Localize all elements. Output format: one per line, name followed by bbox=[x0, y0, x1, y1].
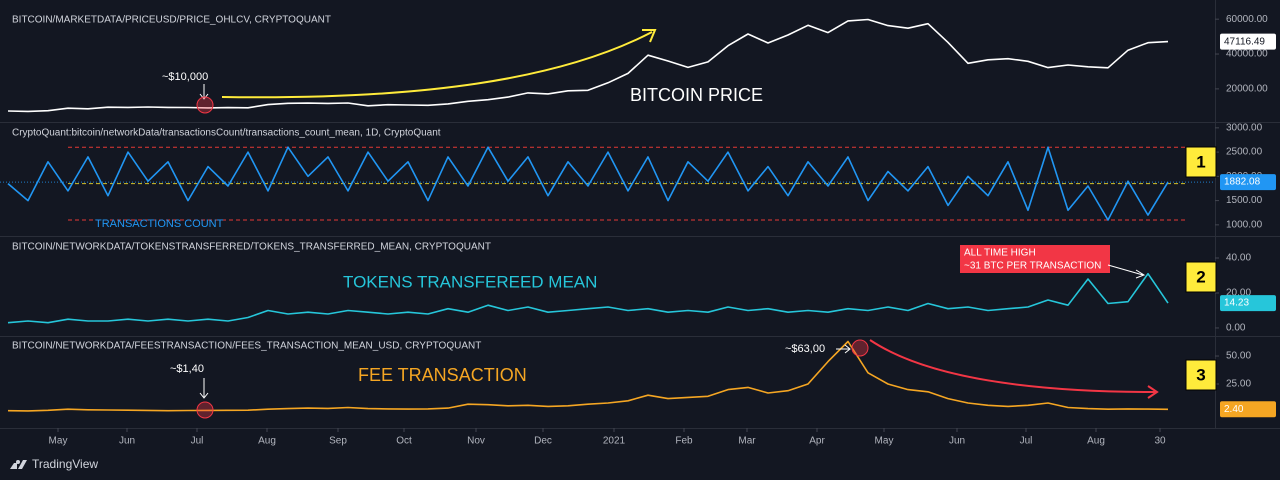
x-tick-label: May bbox=[875, 436, 894, 447]
marker-circle bbox=[196, 96, 214, 114]
annotation: ~$1,40 bbox=[170, 363, 204, 375]
series-line bbox=[7, 18, 1169, 113]
series-line bbox=[7, 340, 1169, 412]
pane-title: BITCOIN/MARKETDATA/PRICEUSD/PRICE_OHLCV,… bbox=[12, 15, 331, 26]
pane: 20000.00 40000.00 60000.00 47116.49 BITCOIN/… bbox=[7, 14, 1276, 113]
x-tick-label: Mar bbox=[738, 436, 756, 447]
y-tick-label: 40.00 bbox=[1226, 253, 1251, 264]
y-tick-label: 2500.00 bbox=[1226, 147, 1263, 158]
annotation: BITCOIN PRICE bbox=[630, 85, 763, 105]
pane-title: BITCOIN/NETWORKDATA/TOKENSTRANSFERRED/TO… bbox=[12, 242, 491, 253]
x-tick-label: Oct bbox=[396, 436, 412, 447]
y-tick-label: 1500.00 bbox=[1226, 195, 1263, 206]
annotation: TOKENS TRANSFEREED MEAN bbox=[343, 272, 597, 291]
marker-circle bbox=[196, 401, 214, 419]
annotation: ~$10,000 bbox=[162, 71, 208, 83]
y-tick-label: 3000.00 bbox=[1226, 122, 1263, 133]
annotation: ~31 BTC PER TRANSACTION bbox=[964, 261, 1101, 272]
current-value-tag bbox=[1220, 401, 1276, 418]
x-tick-label: Aug bbox=[258, 436, 276, 447]
y-tick-label: 20.00 bbox=[1226, 288, 1251, 299]
tradingview-logo: TradingView bbox=[10, 457, 98, 471]
white-arrow bbox=[1107, 264, 1146, 279]
x-tick-label: Jul bbox=[1020, 436, 1033, 447]
x-tick-label: Jun bbox=[949, 436, 965, 447]
marker-circle bbox=[851, 339, 869, 357]
current-value-label: 2.40 bbox=[1224, 404, 1244, 415]
x-tick-label: Sep bbox=[329, 436, 347, 447]
y-tick-label: 50.00 bbox=[1226, 351, 1251, 362]
x-tick-label: 30 bbox=[1154, 436, 1166, 447]
yellow-arrow bbox=[221, 31, 653, 99]
series-line bbox=[7, 272, 1169, 324]
y-tick-label: 0.00 bbox=[1226, 323, 1246, 334]
white-arrow bbox=[199, 378, 209, 399]
x-tick-label: Apr bbox=[809, 436, 825, 447]
series-line bbox=[7, 146, 1169, 221]
white-arrow bbox=[836, 344, 851, 354]
logo-icon bbox=[10, 460, 27, 469]
x-tick-label: Jul bbox=[191, 436, 204, 447]
badge-box bbox=[1185, 261, 1217, 293]
y-tick-label: 40000.00 bbox=[1226, 49, 1268, 60]
y-tick-label: 1000.00 bbox=[1226, 219, 1263, 230]
badge-label: 2 bbox=[1196, 267, 1205, 286]
x-tick-label: Nov bbox=[467, 436, 485, 447]
red-arrow bbox=[869, 339, 1156, 393]
footer-brand: TradingView bbox=[32, 457, 98, 471]
pane-title: BITCOIN/NETWORKDATA/FEESTRANSACTION/FEES… bbox=[12, 341, 481, 352]
x-tick-label: May bbox=[49, 436, 68, 447]
x-tick-label: Dec bbox=[534, 436, 552, 447]
current-value-label: 14.23 bbox=[1224, 298, 1249, 309]
y-tick-label: 20000.00 bbox=[1226, 84, 1268, 95]
annotation: TRANSACTIONS COUNT bbox=[95, 218, 224, 230]
x-tick-label: Jun bbox=[119, 436, 135, 447]
pane-title: CryptoQuant:bitcoin/networkData/transact… bbox=[12, 128, 441, 139]
badge-label: 3 bbox=[1196, 365, 1205, 384]
annotation: ~$63,00 bbox=[785, 343, 825, 355]
pane: 25.00 50.00 2.40 BITCOIN/NETWORKDATA/FEESTR… bbox=[7, 340, 1276, 447]
decorations bbox=[196, 29, 1159, 419]
red-arrowhead bbox=[1147, 385, 1159, 399]
annotation: FEE TRANSACTION bbox=[358, 365, 527, 385]
badge-box bbox=[1185, 359, 1217, 391]
x-tick-label: 2021 bbox=[603, 436, 626, 447]
current-value-label: 47116.49 bbox=[1224, 36, 1265, 47]
logo-dot bbox=[16, 460, 20, 464]
current-value-label: 1882.08 bbox=[1224, 177, 1261, 188]
current-value-tag bbox=[1220, 295, 1276, 312]
current-value-tag bbox=[1220, 174, 1276, 191]
pane: 1000.001500.002000.002500.003000.001882.… bbox=[0, 122, 1276, 230]
yellow-arrowhead bbox=[642, 29, 657, 43]
x-tick-label: Aug bbox=[1087, 436, 1105, 447]
current-value-tag bbox=[1220, 33, 1276, 50]
pane: 0.00 20.00 40.00 14.23 BITCOIN/NETWORKDATA/T… bbox=[7, 242, 1276, 334]
y-tick-label: 60000.00 bbox=[1226, 14, 1268, 25]
white-arrow bbox=[199, 84, 209, 100]
annotation: ALL TIME HIGH bbox=[964, 248, 1036, 259]
badge-label: 1 bbox=[1196, 152, 1205, 171]
ath-box bbox=[960, 245, 1110, 273]
badge-box bbox=[1185, 146, 1217, 178]
y-tick-label: 25.00 bbox=[1226, 379, 1251, 390]
x-tick-label: Feb bbox=[675, 436, 693, 447]
